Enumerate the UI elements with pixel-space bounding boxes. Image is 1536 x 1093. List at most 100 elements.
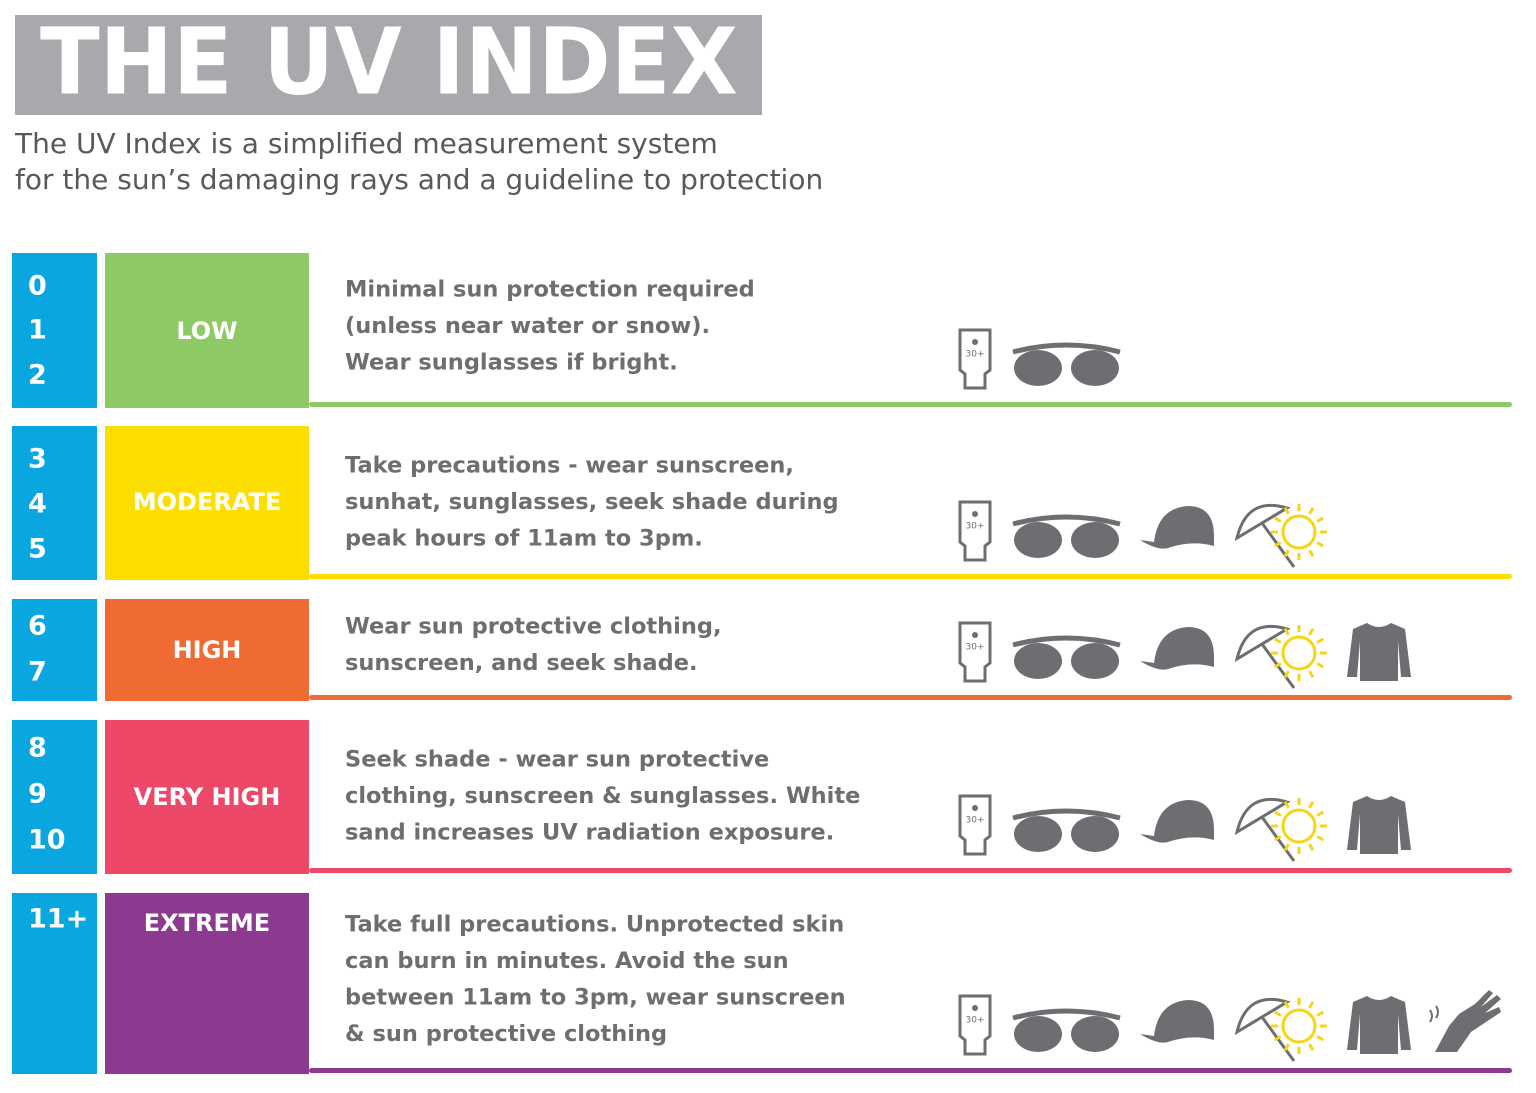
sun-ray <box>1283 1001 1290 1009</box>
index-number: 4 <box>28 489 47 520</box>
cap-icon <box>1140 800 1214 843</box>
index-number: 5 <box>28 534 47 565</box>
sunglasses-icon <box>1012 635 1121 648</box>
sun-ray <box>1308 801 1315 809</box>
sunscreen-sun <box>972 1005 978 1011</box>
description: Take precautions - wear sunscreen, <box>345 453 794 479</box>
cap-icon <box>1140 1000 1214 1043</box>
title-box <box>15 15 762 115</box>
row-underline <box>309 402 1512 407</box>
sun-ray <box>1283 801 1290 809</box>
sunglasses-icon <box>1012 808 1121 821</box>
sun-ray <box>1316 516 1324 523</box>
sunglasses-icon <box>1012 514 1121 527</box>
sunglasses-icon <box>1012 342 1121 355</box>
sun-ray <box>1308 843 1315 851</box>
subtitle: for the sun’s damaging rays and a guidel… <box>15 163 823 196</box>
index-number: 6 <box>28 611 47 642</box>
sunglasses-icon <box>1012 1008 1121 1021</box>
description: between 11am to 3pm, wear sunscreen <box>345 985 846 1011</box>
level-label: LOW <box>176 317 237 345</box>
level-label: MODERATE <box>133 488 282 516</box>
sun-ray <box>1316 810 1324 817</box>
sunscreen-label: 30+ <box>966 816 985 826</box>
index-number: 0 <box>28 271 47 302</box>
sunscreen-sun <box>972 339 978 345</box>
sun-ray <box>1274 1035 1282 1042</box>
glove-icon <box>1435 990 1501 1052</box>
sun-icon <box>1281 808 1317 844</box>
sun-ray <box>1274 810 1282 817</box>
title: THE UV INDEX <box>40 8 738 115</box>
index-number: 7 <box>28 657 47 688</box>
sun-icon <box>1281 635 1317 671</box>
description: peak hours of 11am to 3pm. <box>345 526 703 552</box>
row-underline <box>309 695 1512 700</box>
index-number: 11+ <box>28 904 88 935</box>
description: Wear sunglasses if bright. <box>345 350 678 376</box>
sun-ray <box>1316 541 1324 548</box>
sun-ray <box>1308 1043 1315 1051</box>
index-box <box>12 426 97 580</box>
sun-ray <box>1308 1001 1315 1009</box>
level-label: HIGH <box>173 636 242 664</box>
sunscreen-icon <box>958 794 992 856</box>
sunglasses-lens <box>1071 1016 1119 1052</box>
sun-ray <box>1308 549 1315 557</box>
index-number: 10 <box>28 825 66 856</box>
shirt-icon <box>1347 623 1411 681</box>
description: & sun protective clothing <box>345 1021 667 1047</box>
sun-ray <box>1308 628 1315 636</box>
sunscreen-label: 30+ <box>966 643 985 653</box>
sunglasses-lens <box>1014 1016 1062 1052</box>
index-box <box>12 599 97 701</box>
sun-ray <box>1274 637 1282 644</box>
level-box <box>105 599 309 701</box>
index-box <box>12 720 97 874</box>
sun-ray <box>1308 670 1315 678</box>
sun-ray <box>1316 662 1324 669</box>
level-box <box>105 253 309 408</box>
sunscreen-icon <box>958 994 992 1056</box>
description: Minimal sun protection required <box>345 277 755 303</box>
sun-ray <box>1283 507 1290 515</box>
row-underline <box>309 574 1512 579</box>
sunscreen-sun <box>972 632 978 638</box>
sun-ray <box>1316 1010 1324 1017</box>
index-number: 3 <box>28 444 47 475</box>
sunscreen-icon <box>958 621 992 683</box>
description: sand increases UV radiation exposure. <box>345 820 834 846</box>
index-number: 2 <box>28 360 47 391</box>
sun-ray <box>1274 662 1282 669</box>
sunscreen-label: 30+ <box>966 350 985 360</box>
heat-lines <box>1429 1005 1439 1023</box>
sun-ray <box>1274 1010 1282 1017</box>
sunglasses-lens <box>1014 522 1062 558</box>
sunscreen-icon <box>958 328 992 390</box>
index-number: 9 <box>28 779 47 810</box>
level-label: EXTREME <box>144 909 270 937</box>
index-box <box>12 893 97 1074</box>
sun-ray <box>1283 1043 1290 1051</box>
description: Wear sun protective clothing, <box>345 614 722 640</box>
sunscreen-sun <box>972 511 978 517</box>
level-box <box>105 893 309 1074</box>
sunscreen-icon <box>958 500 992 562</box>
sun-ray <box>1316 835 1324 842</box>
shirt-icon <box>1347 796 1411 854</box>
sun-ray <box>1316 1035 1324 1042</box>
sunscreen-label: 30+ <box>966 522 985 532</box>
level-box <box>105 426 309 580</box>
sunglasses-lens <box>1014 350 1062 386</box>
description: (unless near water or snow). <box>345 313 710 339</box>
sun-ray <box>1283 628 1290 636</box>
sun-ray <box>1316 637 1324 644</box>
sun-ray <box>1274 541 1282 548</box>
sun-ray <box>1274 516 1282 523</box>
level-box <box>105 720 309 874</box>
description: sunscreen, and seek shade. <box>345 650 698 676</box>
description: sunhat, sunglasses, seek shade during <box>345 489 839 515</box>
cap-icon <box>1140 506 1214 549</box>
row-underline <box>309 868 1512 873</box>
sunscreen-label: 30+ <box>966 1016 985 1026</box>
